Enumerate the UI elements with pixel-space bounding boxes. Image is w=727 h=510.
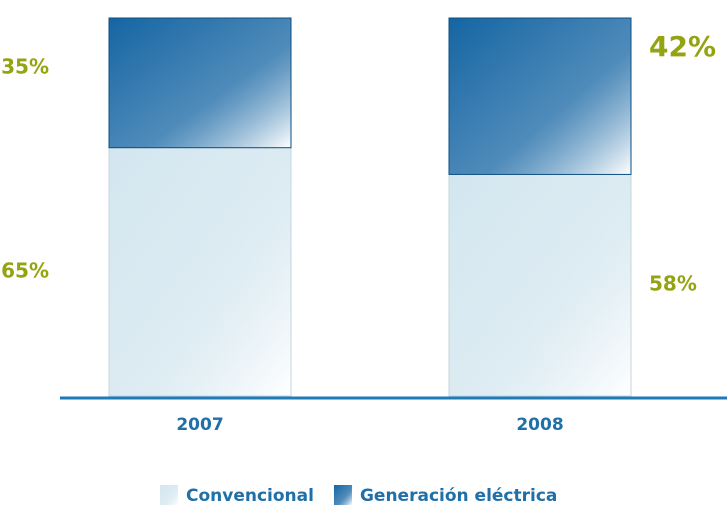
data-label: 65%: [1, 258, 49, 282]
bar-segment: [108, 147, 292, 397]
bar-segment: [448, 173, 632, 397]
x-tick-label: 2008: [516, 415, 563, 435]
legend-label: Convencional: [186, 486, 314, 506]
bar-segment: [448, 17, 632, 175]
legend-swatch: [160, 485, 178, 505]
legend-label: Generación eléctrica: [360, 486, 557, 506]
data-label: 58%: [649, 272, 697, 296]
bar-segment: [108, 17, 292, 149]
legend-swatch: [333, 485, 352, 505]
data-label: 35%: [1, 54, 49, 78]
x-tick-label: 2007: [176, 415, 223, 435]
data-label: 42%: [649, 30, 716, 63]
